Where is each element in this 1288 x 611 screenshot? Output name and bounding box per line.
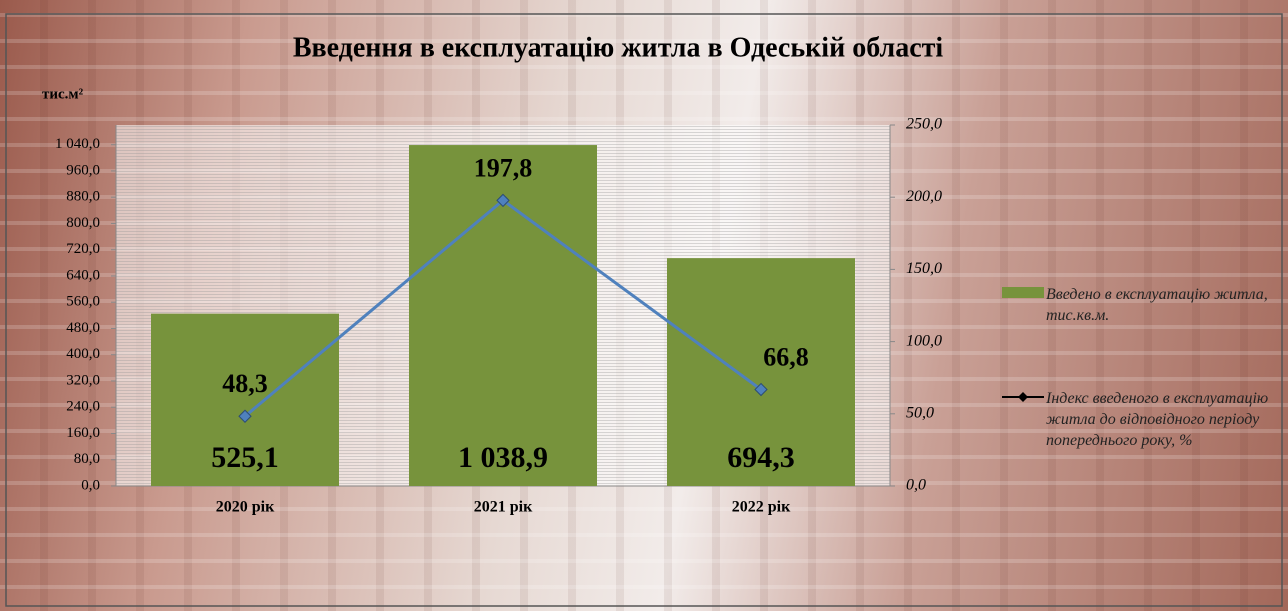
y-tick-label: 640,0 bbox=[66, 267, 100, 283]
y-tick-label: 880,0 bbox=[66, 189, 100, 205]
line-value-label: 66,8 bbox=[763, 343, 809, 372]
chart-title: Введення в експлуатацію житла в Одеській… bbox=[293, 32, 944, 63]
x-tick-label: 2021 рік bbox=[474, 499, 533, 516]
y2-tick-label: 200,0 bbox=[906, 188, 942, 205]
x-tick-label: 2020 рік bbox=[216, 499, 275, 516]
bar-value-label: 525,1 bbox=[211, 441, 279, 474]
y-tick-label: 320,0 bbox=[66, 372, 100, 388]
legend-label: Індекс введеного в експлуатацію житла до… bbox=[1046, 388, 1271, 451]
y-tick-label: 400,0 bbox=[66, 346, 100, 362]
legend-label: Введено в експлуатацію житла, тис.кв.м. bbox=[1046, 284, 1276, 326]
y-tick-label: 80,0 bbox=[74, 451, 100, 467]
y-tick-label: 720,0 bbox=[66, 241, 100, 257]
bar-value-label: 1 038,9 bbox=[458, 441, 548, 474]
y-tick-label: 240,0 bbox=[66, 399, 100, 415]
y2-tick-label: 150,0 bbox=[906, 260, 942, 277]
y2-tick-label: 250,0 bbox=[906, 116, 942, 133]
y2-tick-label: 50,0 bbox=[906, 404, 934, 421]
x-tick-label: 2022 рік bbox=[732, 499, 791, 516]
legend-swatch bbox=[1002, 287, 1044, 298]
slide: Введення в експлуатацію житла в Одеській… bbox=[0, 0, 1288, 611]
y-tick-label: 480,0 bbox=[66, 320, 100, 336]
y-tick-label: 1 040,0 bbox=[55, 136, 100, 152]
bar-value-label: 694,3 bbox=[727, 441, 795, 474]
line-value-label: 197,8 bbox=[474, 153, 533, 182]
y-axis-label: тис.м² bbox=[42, 86, 84, 102]
legend-swatch bbox=[1018, 392, 1028, 402]
y2-tick-label: 0,0 bbox=[906, 477, 926, 494]
y-tick-label: 800,0 bbox=[66, 215, 100, 231]
y-tick-label: 0,0 bbox=[81, 477, 100, 493]
y-tick-label: 160,0 bbox=[66, 425, 100, 441]
y-tick-label: 560,0 bbox=[66, 294, 100, 310]
y-tick-label: 960,0 bbox=[66, 162, 100, 178]
y2-tick-label: 100,0 bbox=[906, 332, 942, 349]
line-value-label: 48,3 bbox=[222, 369, 268, 398]
